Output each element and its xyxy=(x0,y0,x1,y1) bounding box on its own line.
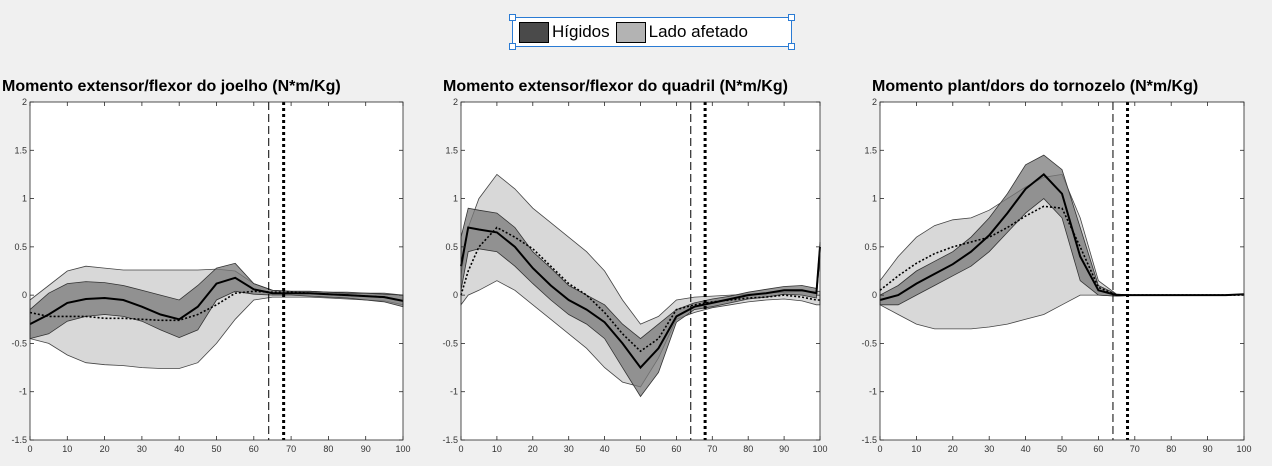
legend-label-lado-afetado: Lado afetado xyxy=(648,22,748,41)
x-tick-label: 10 xyxy=(62,444,72,454)
x-tick-label: 60 xyxy=(249,444,259,454)
x-tick-label: 40 xyxy=(600,444,610,454)
x-tick-label: 30 xyxy=(984,444,994,454)
y-tick-label: 1.5 xyxy=(14,145,27,155)
legend-handle-bl[interactable] xyxy=(509,43,516,50)
legend-swatch-lado-afetado xyxy=(615,21,646,43)
x-tick-label: 60 xyxy=(1093,444,1103,454)
chart-title-quadril: Momento extensor/flexor do quadril (N*m/… xyxy=(443,78,788,95)
y-tick-label: 0 xyxy=(22,290,27,300)
y-tick-label: -0.5 xyxy=(442,338,458,348)
x-tick-label: 10 xyxy=(492,444,502,454)
x-tick-label: 0 xyxy=(27,444,32,454)
chart-quadril: 0 10 20 30 40 50 60 70 80 90 100 -1.5 -1 -0.5 0 0.5 1 1.5… xyxy=(442,97,827,454)
y-tick-label: 2 xyxy=(22,97,27,107)
mean-line-higidos xyxy=(29,276,404,325)
x-tick-label: 100 xyxy=(395,444,410,454)
x-tick-label: 100 xyxy=(1236,444,1251,454)
y-tick-label: -1.5 xyxy=(11,435,27,445)
x-tick-label: 90 xyxy=(361,444,371,454)
x-tick-label: 20 xyxy=(100,444,110,454)
legend-handle-tr[interactable] xyxy=(788,14,795,21)
x-tick-label: 50 xyxy=(211,444,221,454)
y-tick-label: 0 xyxy=(453,290,458,300)
x-tick-label: 100 xyxy=(812,444,827,454)
x-tick-label: 80 xyxy=(743,444,753,454)
x-tick-label: 10 xyxy=(911,444,921,454)
x-tick-label: 80 xyxy=(1166,444,1176,454)
y-tick-label: -1 xyxy=(450,387,458,397)
chart-title-joelho: Momento extensor/flexor do joelho (N*m/K… xyxy=(2,78,341,95)
y-tick-label: -1 xyxy=(869,387,877,397)
chart-title-tornozelo: Momento plant/dors do tornozelo (N*m/Kg) xyxy=(872,78,1199,95)
y-tick-label: 0.5 xyxy=(864,242,877,252)
y-tick-label: 0.5 xyxy=(445,242,458,252)
legend-handle-tl[interactable] xyxy=(509,14,516,21)
x-tick-label: 70 xyxy=(707,444,717,454)
chart-tornozelo: 0 10 20 30 40 50 60 70 80 90 100 -1.5 -1 -0.5 0 0.5 1 1.5… xyxy=(861,97,1251,454)
y-tick-label: -1.5 xyxy=(442,435,458,445)
x-tick-label: 40 xyxy=(174,444,184,454)
mean-line-higidos xyxy=(460,226,821,370)
legend-swatch-higidos xyxy=(519,21,549,43)
y-tick-label: 2 xyxy=(872,97,877,107)
x-tick-label: 0 xyxy=(458,444,463,454)
x-tick-label: 30 xyxy=(137,444,147,454)
x-tick-label: 80 xyxy=(323,444,333,454)
x-tick-label: 30 xyxy=(564,444,574,454)
y-tick-label: 1.5 xyxy=(445,145,458,155)
chart-joelho: 0 10 20 30 40 50 60 70 80 90 100 -1.5 -1 -0.5 0 0.5 1 1.5… xyxy=(11,97,410,454)
x-tick-label: 40 xyxy=(1021,444,1031,454)
x-tick-label: 20 xyxy=(948,444,958,454)
x-tick-label: 20 xyxy=(528,444,538,454)
mean-line-lado-afetado xyxy=(460,226,820,353)
y-tick-label: -1 xyxy=(19,387,27,397)
legend-handle-br[interactable] xyxy=(788,43,795,50)
mean-line-higidos xyxy=(879,173,1245,301)
y-tick-label: 1.5 xyxy=(864,145,877,155)
y-tick-label: 1 xyxy=(872,194,877,204)
y-tick-label: -0.5 xyxy=(11,338,27,348)
x-tick-label: 50 xyxy=(635,444,645,454)
x-tick-label: 70 xyxy=(286,444,296,454)
x-tick-label: 0 xyxy=(877,444,882,454)
x-tick-label: 60 xyxy=(671,444,681,454)
legend[interactable]: Hígidos Lado afetado xyxy=(509,14,795,50)
y-tick-label: -0.5 xyxy=(861,338,877,348)
y-tick-label: 0.5 xyxy=(14,242,27,252)
y-tick-label: 1 xyxy=(22,194,27,204)
x-tick-label: 90 xyxy=(1203,444,1213,454)
y-tick-label: -1.5 xyxy=(861,435,877,445)
x-tick-label: 90 xyxy=(779,444,789,454)
y-tick-label: 1 xyxy=(453,194,458,204)
legend-label-higidos: Hígidos xyxy=(552,22,610,41)
x-tick-label: 50 xyxy=(1057,444,1067,454)
y-tick-label: 2 xyxy=(453,97,458,107)
x-tick-label: 70 xyxy=(1130,444,1140,454)
y-tick-label: 0 xyxy=(872,290,877,300)
